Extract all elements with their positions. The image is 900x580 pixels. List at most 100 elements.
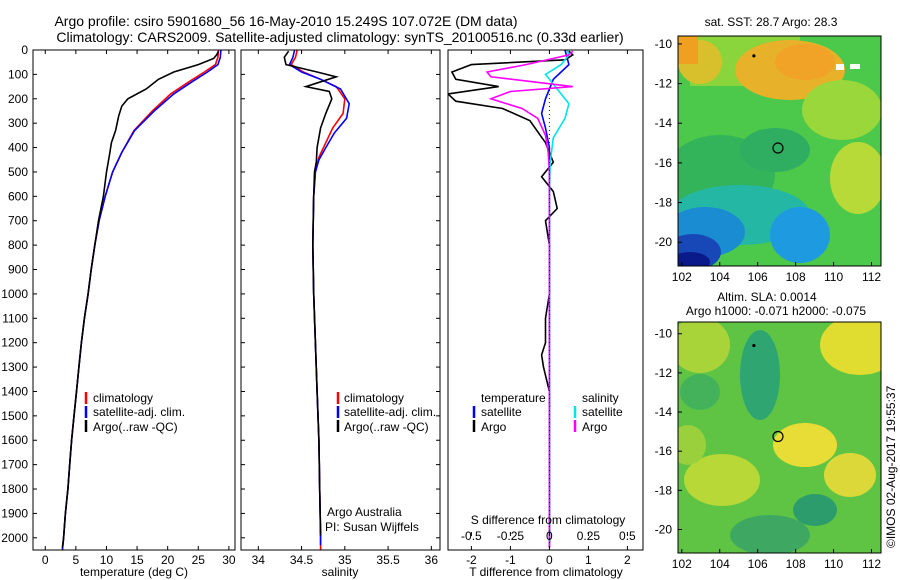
difference-panel: -2 -1 0 1 2 -0.5 -0.25 0 0.25 0.5 S difference f… bbox=[447, 49, 644, 579]
y-tick-label: 100 bbox=[8, 67, 28, 81]
series-line-satellite bbox=[61, 50, 222, 550]
data-source-label: Argo Australia bbox=[327, 505, 402, 519]
x-tick-label: 20 bbox=[161, 553, 175, 567]
x-tick-label: 36 bbox=[425, 553, 439, 567]
y-tick-label: 500 bbox=[8, 165, 28, 179]
legend-label-satellite: satellite-adj. clim. bbox=[344, 405, 436, 419]
map-x-tick-label: 106 bbox=[748, 557, 768, 571]
series-line-argo bbox=[283, 50, 340, 536]
y-tick-label: 1700 bbox=[1, 458, 28, 472]
y-tick-label: 0 bbox=[21, 43, 28, 57]
x-tick-label: -1 bbox=[505, 553, 516, 567]
difference-legend: temperature salinity satellite Argo sate… bbox=[472, 391, 623, 434]
x-tick-label: 34.5 bbox=[290, 553, 314, 567]
argo-position-marker bbox=[772, 142, 784, 154]
y-tick-label: 600 bbox=[8, 189, 28, 203]
x-tick-label: 35.5 bbox=[376, 553, 400, 567]
title-line-1: Argo profile: csiro 5901680_56 16-May-20… bbox=[54, 13, 517, 29]
x-tick-label: -2 bbox=[466, 553, 477, 567]
x-tick-label: 35 bbox=[338, 553, 352, 567]
temperature-panel: 0 5 10 15 20 25 30 0 100 200 300 400 500 600 700 800 90… bbox=[1, 43, 236, 579]
y-tick-label: 1500 bbox=[1, 409, 28, 423]
map-x-tick-label: 112 bbox=[862, 270, 881, 284]
map-y-tick-label: -16 bbox=[655, 444, 673, 458]
map-y-tick-label: -16 bbox=[655, 156, 673, 170]
map-y-tick-label: -12 bbox=[655, 77, 673, 91]
map-y-tick-label: -10 bbox=[655, 37, 673, 51]
legend-label-satellite: satellite-adj. clim. bbox=[93, 405, 185, 419]
temperature-legend: climatology satellite-adj. clim. Argo(..… bbox=[84, 391, 185, 434]
x-tick-label: 10 bbox=[100, 553, 114, 567]
pi-label: PI: Susan Wijffels bbox=[325, 520, 419, 534]
y-tick-label: 2000 bbox=[1, 531, 28, 545]
sst-map-panel: sat. SST: 28.7 Argo: 28.3 102 104 106 108 11… bbox=[655, 15, 882, 284]
s-tick-label: 0.25 bbox=[577, 529, 601, 543]
t-difference-label: T difference from climatology bbox=[469, 565, 623, 579]
temperature-plot-frame bbox=[32, 49, 236, 551]
y-tick-label: 700 bbox=[8, 214, 28, 228]
x-tick-label: 1 bbox=[585, 553, 592, 567]
map-x-tick-label: 104 bbox=[710, 270, 730, 284]
map-x-tick-label: 110 bbox=[824, 270, 843, 284]
s-tick-label: 0.5 bbox=[619, 529, 636, 543]
legend-label-t-argo: Argo bbox=[481, 420, 507, 434]
legend-title-salinity: salinity bbox=[582, 391, 619, 405]
y-tick-label: 1400 bbox=[1, 384, 28, 398]
y-tick-label: 1800 bbox=[1, 482, 28, 496]
sla-title-line-2: Argo h1000: -0.071 h2000: -0.075 bbox=[686, 304, 866, 318]
map-y-tick-label: -20 bbox=[655, 523, 673, 537]
difference-plot-frame bbox=[447, 49, 644, 551]
legend-label-argo: Argo(..raw -QC) bbox=[344, 420, 429, 434]
y-tick-label: 1300 bbox=[1, 360, 28, 374]
x-tick-label: 25 bbox=[192, 553, 206, 567]
y-tick-label: 900 bbox=[8, 263, 28, 277]
legend-title-temperature: temperature bbox=[481, 391, 546, 405]
y-tick-label: 300 bbox=[8, 116, 28, 130]
map-x-tick-label: 112 bbox=[862, 557, 881, 571]
map-y-tick-label: -14 bbox=[655, 405, 673, 419]
argo-position-marker bbox=[772, 430, 784, 443]
sla-map-panel: Altim. SLA: 0.0014 Argo h1000: -0.071 h2… bbox=[655, 290, 882, 571]
map-y-tick-label: -20 bbox=[655, 235, 673, 249]
legend-label-climatology: climatology bbox=[344, 391, 404, 405]
y-tick-label: 1100 bbox=[2, 311, 28, 325]
salinity-legend: climatology satellite-adj. clim. Argo(..… bbox=[336, 391, 436, 434]
map-x-tick-label: 104 bbox=[710, 557, 730, 571]
map-x-tick-label: 108 bbox=[786, 557, 806, 571]
y-tick-label: 1000 bbox=[1, 287, 28, 301]
sst-heatmap bbox=[678, 36, 881, 266]
x-tick-label: 0 bbox=[42, 553, 49, 567]
sla-map-frame bbox=[677, 321, 882, 554]
y-tick-label: 1900 bbox=[1, 506, 28, 520]
map-y-tick-label: -10 bbox=[655, 327, 673, 341]
previous-position-marker bbox=[752, 343, 756, 348]
map-y-tick-label: -14 bbox=[655, 116, 673, 130]
sst-map-frame bbox=[677, 35, 882, 267]
previous-position-marker bbox=[752, 54, 756, 58]
x-tick-label: 0 bbox=[546, 553, 553, 567]
salinity-panel: 34 34.5 35 35.5 36 salinity climatology sate… bbox=[240, 49, 441, 579]
y-tick-label: 400 bbox=[8, 141, 28, 155]
y-tick-label: 1600 bbox=[1, 433, 28, 447]
salinity-xlabel: salinity bbox=[322, 565, 359, 579]
legend-label-climatology: climatology bbox=[93, 391, 153, 405]
x-tick-label: 5 bbox=[73, 553, 80, 567]
legend-label-s-argo: Argo bbox=[582, 420, 608, 434]
imos-timestamp: ©IMOS 02-Aug-2017 19:55:37 bbox=[884, 385, 898, 548]
y-tick-label: 1200 bbox=[1, 336, 28, 350]
series-line-t-satellite bbox=[540, 50, 570, 546]
map-y-tick-label: -12 bbox=[655, 366, 673, 380]
series-line-s-argo bbox=[485, 50, 574, 548]
series-line-t-argo bbox=[448, 50, 575, 548]
map-x-tick-label: 102 bbox=[672, 270, 692, 284]
map-x-tick-label: 102 bbox=[672, 557, 692, 571]
sst-map-title: sat. SST: 28.7 Argo: 28.3 bbox=[705, 15, 838, 29]
map-y-tick-label: -18 bbox=[655, 196, 673, 210]
x-tick-label: 2 bbox=[624, 553, 631, 567]
legend-label-s-satellite: satellite bbox=[582, 405, 623, 419]
y-tick-label: 800 bbox=[8, 238, 28, 252]
salinity-plot-frame bbox=[240, 49, 441, 551]
s-tick-label: -0.5 bbox=[461, 529, 482, 543]
s-tick-label: -0.25 bbox=[497, 529, 525, 543]
